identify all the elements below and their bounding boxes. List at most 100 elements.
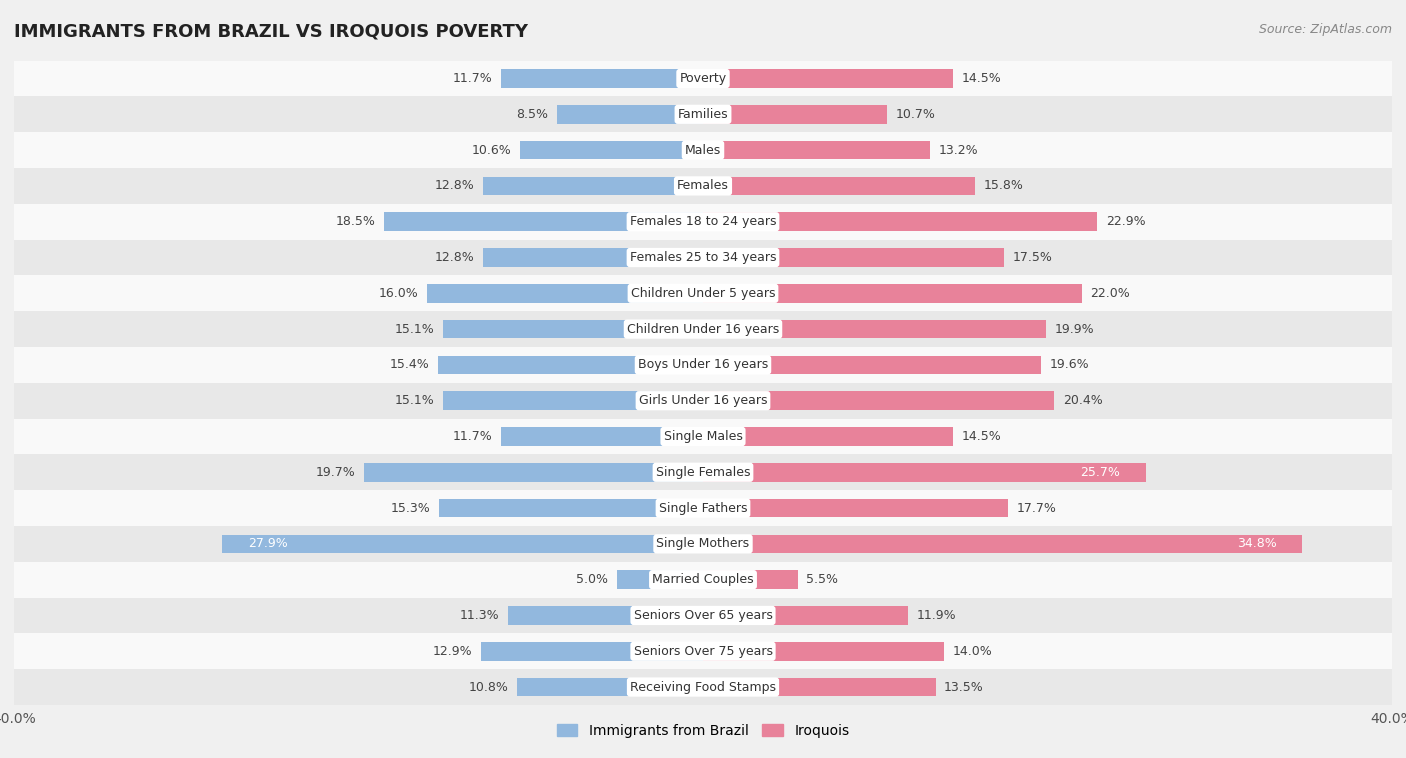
Bar bbox=[443, 320, 703, 338]
Text: Married Couples: Married Couples bbox=[652, 573, 754, 586]
Bar bbox=[437, 356, 703, 374]
Bar bbox=[427, 284, 703, 302]
Bar bbox=[703, 248, 1004, 267]
Text: 14.5%: 14.5% bbox=[962, 430, 1001, 443]
Text: 34.8%: 34.8% bbox=[1237, 537, 1277, 550]
Text: 13.2%: 13.2% bbox=[939, 143, 979, 157]
Bar bbox=[703, 606, 908, 625]
Text: 15.4%: 15.4% bbox=[389, 359, 429, 371]
Bar bbox=[14, 347, 1392, 383]
Bar bbox=[14, 418, 1392, 454]
Bar bbox=[509, 606, 703, 625]
Bar bbox=[502, 428, 703, 446]
Bar bbox=[14, 669, 1392, 705]
Text: Females 18 to 24 years: Females 18 to 24 years bbox=[630, 215, 776, 228]
Bar bbox=[703, 499, 1008, 518]
Bar bbox=[482, 177, 703, 196]
Bar bbox=[14, 383, 1392, 418]
Text: 10.6%: 10.6% bbox=[472, 143, 512, 157]
Bar bbox=[482, 248, 703, 267]
Text: Seniors Over 75 years: Seniors Over 75 years bbox=[634, 645, 772, 658]
Bar bbox=[481, 642, 703, 660]
Bar bbox=[517, 678, 703, 697]
Text: Single Mothers: Single Mothers bbox=[657, 537, 749, 550]
Bar bbox=[703, 105, 887, 124]
Text: 19.9%: 19.9% bbox=[1054, 323, 1094, 336]
Bar bbox=[703, 212, 1098, 231]
Text: 11.7%: 11.7% bbox=[453, 72, 494, 85]
Text: 10.8%: 10.8% bbox=[468, 681, 509, 694]
Text: 11.3%: 11.3% bbox=[460, 609, 499, 622]
Bar bbox=[703, 463, 1146, 481]
Text: 17.5%: 17.5% bbox=[1012, 251, 1053, 264]
Text: Children Under 16 years: Children Under 16 years bbox=[627, 323, 779, 336]
Bar bbox=[703, 69, 953, 88]
Bar bbox=[703, 678, 935, 697]
Bar bbox=[14, 562, 1392, 597]
Text: 15.1%: 15.1% bbox=[395, 394, 434, 407]
Text: 17.7%: 17.7% bbox=[1017, 502, 1056, 515]
Bar bbox=[440, 499, 703, 518]
Text: 19.6%: 19.6% bbox=[1049, 359, 1088, 371]
Bar bbox=[14, 312, 1392, 347]
Bar bbox=[520, 141, 703, 159]
Text: Poverty: Poverty bbox=[679, 72, 727, 85]
Text: 19.7%: 19.7% bbox=[315, 465, 356, 479]
Text: 22.9%: 22.9% bbox=[1107, 215, 1146, 228]
Bar bbox=[14, 597, 1392, 634]
Text: 25.7%: 25.7% bbox=[1080, 465, 1119, 479]
Bar bbox=[703, 284, 1083, 302]
Bar bbox=[14, 61, 1392, 96]
Text: Single Males: Single Males bbox=[664, 430, 742, 443]
Text: Males: Males bbox=[685, 143, 721, 157]
Text: Females 25 to 34 years: Females 25 to 34 years bbox=[630, 251, 776, 264]
Bar bbox=[14, 490, 1392, 526]
Bar bbox=[222, 534, 703, 553]
Bar bbox=[703, 391, 1054, 410]
Text: Females: Females bbox=[678, 180, 728, 193]
Bar bbox=[703, 642, 945, 660]
Text: 12.8%: 12.8% bbox=[434, 180, 474, 193]
Bar bbox=[14, 96, 1392, 132]
Bar bbox=[14, 454, 1392, 490]
Text: 11.9%: 11.9% bbox=[917, 609, 956, 622]
Bar bbox=[703, 534, 1302, 553]
Bar bbox=[617, 570, 703, 589]
Bar bbox=[703, 428, 953, 446]
Text: 13.5%: 13.5% bbox=[945, 681, 984, 694]
Text: 8.5%: 8.5% bbox=[516, 108, 548, 121]
Text: 22.0%: 22.0% bbox=[1091, 287, 1130, 300]
Text: 11.7%: 11.7% bbox=[453, 430, 494, 443]
Bar bbox=[14, 132, 1392, 168]
Bar bbox=[364, 463, 703, 481]
Bar bbox=[14, 204, 1392, 240]
Text: 15.1%: 15.1% bbox=[395, 323, 434, 336]
Text: 27.9%: 27.9% bbox=[249, 537, 288, 550]
Text: 20.4%: 20.4% bbox=[1063, 394, 1102, 407]
Text: 18.5%: 18.5% bbox=[336, 215, 375, 228]
Bar bbox=[557, 105, 703, 124]
Text: IMMIGRANTS FROM BRAZIL VS IROQUOIS POVERTY: IMMIGRANTS FROM BRAZIL VS IROQUOIS POVER… bbox=[14, 23, 529, 41]
Legend: Immigrants from Brazil, Iroquois: Immigrants from Brazil, Iroquois bbox=[551, 718, 855, 743]
Text: Receiving Food Stamps: Receiving Food Stamps bbox=[630, 681, 776, 694]
Bar bbox=[703, 320, 1046, 338]
Text: Boys Under 16 years: Boys Under 16 years bbox=[638, 359, 768, 371]
Text: 5.0%: 5.0% bbox=[576, 573, 609, 586]
Text: Girls Under 16 years: Girls Under 16 years bbox=[638, 394, 768, 407]
Text: Children Under 5 years: Children Under 5 years bbox=[631, 287, 775, 300]
Text: Families: Families bbox=[678, 108, 728, 121]
Text: Single Females: Single Females bbox=[655, 465, 751, 479]
Bar bbox=[14, 634, 1392, 669]
Bar bbox=[14, 526, 1392, 562]
Text: 16.0%: 16.0% bbox=[380, 287, 419, 300]
Text: 14.0%: 14.0% bbox=[953, 645, 993, 658]
Bar bbox=[703, 356, 1040, 374]
Bar bbox=[384, 212, 703, 231]
Text: 10.7%: 10.7% bbox=[896, 108, 936, 121]
Text: Source: ZipAtlas.com: Source: ZipAtlas.com bbox=[1258, 23, 1392, 36]
Bar bbox=[14, 168, 1392, 204]
Bar bbox=[703, 177, 976, 196]
Bar bbox=[703, 570, 797, 589]
Text: 14.5%: 14.5% bbox=[962, 72, 1001, 85]
Bar bbox=[14, 275, 1392, 312]
